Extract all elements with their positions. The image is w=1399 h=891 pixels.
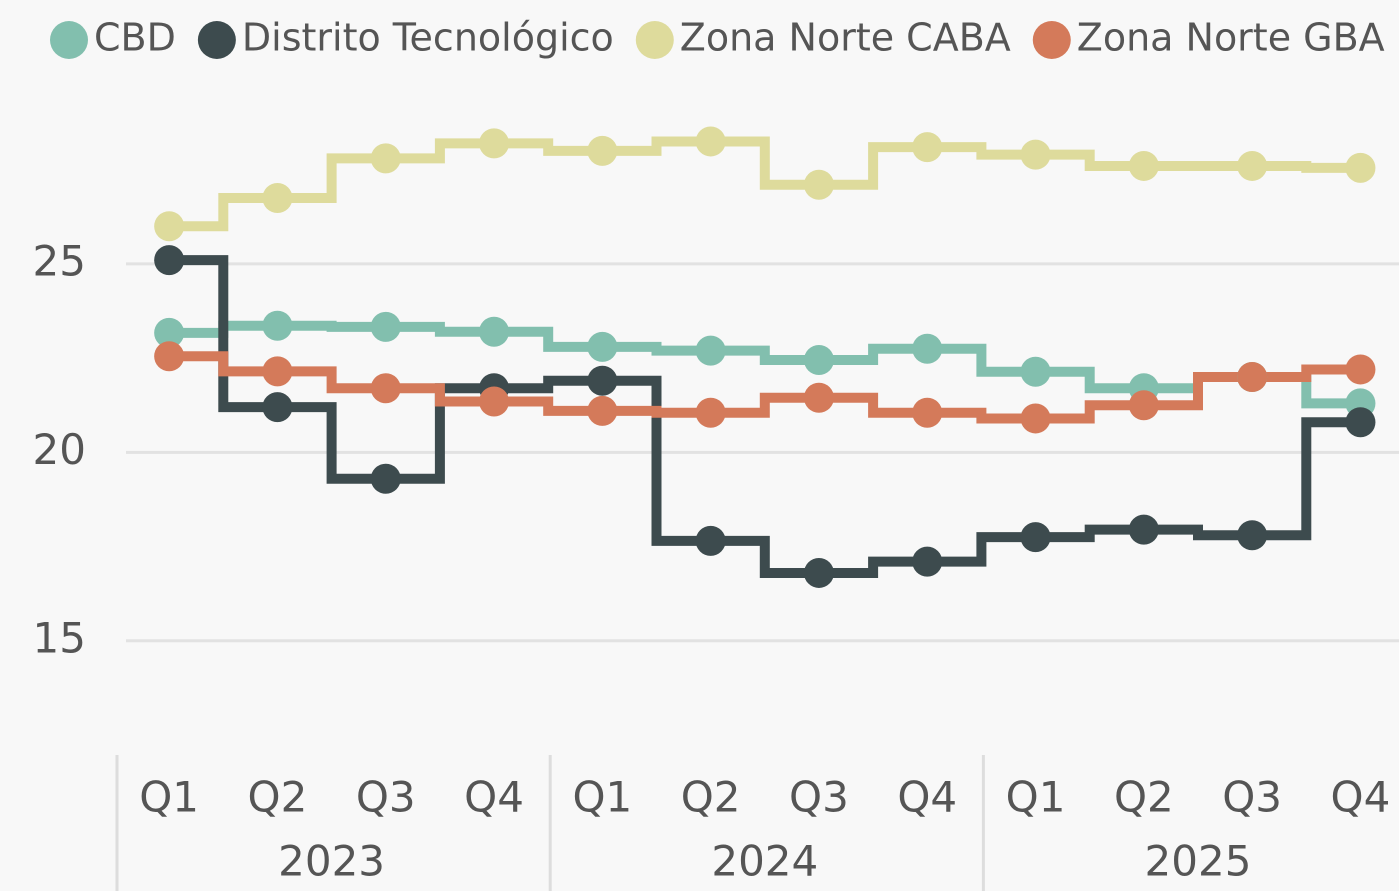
y-tick-label: 25 (33, 236, 86, 285)
x-group-label: 2025 (1145, 837, 1252, 886)
x-tick-label: Q3 (789, 773, 849, 822)
point (912, 397, 943, 428)
point (803, 169, 834, 200)
legend-marker (1032, 21, 1071, 59)
point (154, 211, 185, 242)
point (262, 182, 293, 213)
point (479, 386, 510, 417)
point (262, 356, 293, 387)
point (262, 310, 293, 341)
point (1020, 139, 1051, 170)
x-tick-label: Q4 (464, 773, 524, 822)
x-tick-label: Q1 (1006, 773, 1066, 822)
point (1345, 152, 1376, 183)
x-group-label: 2023 (278, 837, 385, 886)
point (587, 331, 618, 362)
point (1128, 150, 1159, 181)
point (370, 373, 401, 404)
point (370, 143, 401, 174)
legend-label: Distrito Tecnológico (242, 16, 614, 60)
step-line (169, 136, 1361, 232)
point (1237, 361, 1268, 392)
point (912, 333, 943, 364)
step-line (169, 351, 1361, 424)
point (587, 135, 618, 166)
point (154, 317, 185, 348)
point (1345, 407, 1376, 438)
x-tick-label: Q2 (248, 773, 308, 822)
point (1020, 522, 1051, 553)
point (1237, 520, 1268, 551)
point (1020, 403, 1051, 434)
x-tick-label: Q2 (1114, 773, 1174, 822)
point (695, 397, 726, 428)
point (154, 341, 185, 372)
point (912, 132, 943, 163)
point (803, 345, 834, 376)
point (695, 335, 726, 366)
point (587, 395, 618, 426)
y-tick-label: 15 (33, 613, 86, 662)
point (154, 245, 185, 276)
x-group-label: 2024 (711, 837, 818, 886)
point (1128, 390, 1159, 421)
point (1020, 356, 1051, 387)
x-tick-label: Q1 (572, 773, 632, 822)
legend-marker (197, 21, 236, 59)
point (1237, 150, 1268, 181)
x-tick-label: Q4 (897, 773, 957, 822)
point (803, 557, 834, 588)
point (695, 525, 726, 556)
point (370, 311, 401, 342)
x-tick-label: Q2 (681, 773, 741, 822)
point (370, 463, 401, 494)
legend-marker (635, 21, 674, 59)
point (912, 546, 943, 577)
legend-marker (50, 21, 88, 59)
point (1345, 354, 1376, 385)
x-tick-label: Q3 (356, 773, 416, 822)
legend-label: Zona Norte CABA (680, 16, 1011, 60)
point (587, 365, 618, 396)
x-tick-label: Q1 (139, 773, 199, 822)
x-tick-label: Q3 (1222, 773, 1282, 822)
point (479, 316, 510, 347)
point (695, 126, 726, 157)
legend-label: Zona Norte GBA (1077, 16, 1385, 60)
point (479, 128, 510, 159)
point (1128, 514, 1159, 545)
step-line (169, 320, 1361, 409)
point (803, 382, 834, 413)
point (262, 392, 293, 423)
step-line (169, 255, 1361, 578)
legend-label: CBD (94, 16, 176, 60)
y-tick-label: 20 (33, 425, 86, 474)
x-tick-label: Q4 (1331, 773, 1391, 822)
